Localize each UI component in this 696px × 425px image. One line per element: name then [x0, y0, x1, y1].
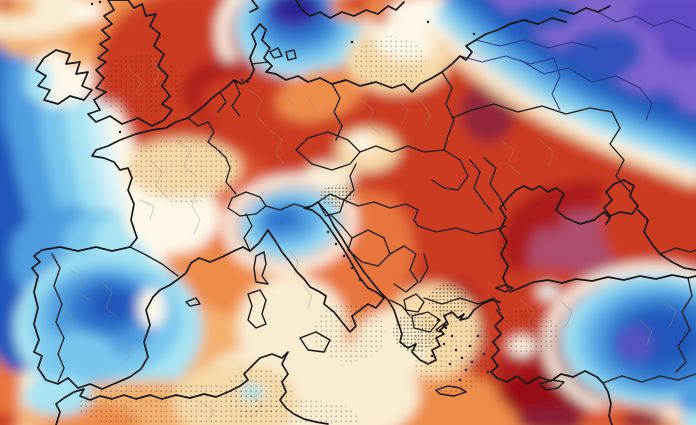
island-specks — [90, 0, 490, 382]
stipple-overlay — [78, 36, 558, 425]
country-borders-northeast — [459, 11, 691, 121]
admin-boundaries — [59, 59, 677, 423]
country-borders — [51, 61, 696, 384]
coastlines — [31, 0, 696, 425]
